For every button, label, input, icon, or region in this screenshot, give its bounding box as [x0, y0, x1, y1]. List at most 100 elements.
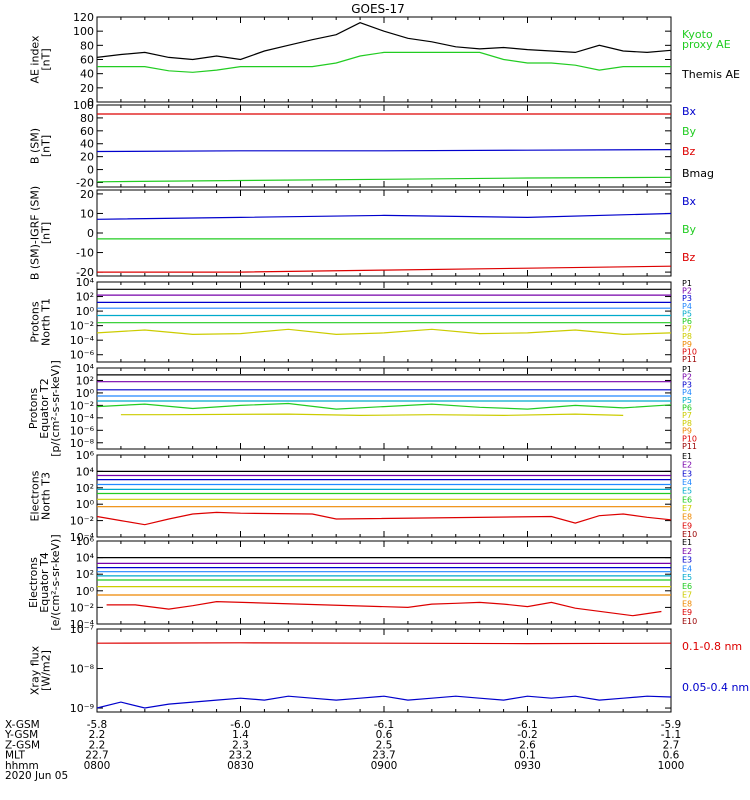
legend-entry: E9 [682, 521, 692, 530]
y-tick-label: 10⁴ [76, 465, 95, 478]
y-axis-label: [nT] [40, 48, 53, 70]
series-themis-ae [96, 22, 672, 61]
y-axis-label: [p/(cm²-s-sr-keV)] [49, 360, 62, 457]
legend-entry: Kyoto [682, 28, 713, 41]
legend-entry: P5 [682, 396, 692, 405]
legend-entry: P9 [682, 427, 692, 436]
y-tick-label: 10⁴ [76, 276, 95, 289]
legend-entry: P8 [682, 332, 692, 341]
legend-entry: P6 [682, 404, 692, 413]
panel-frame [96, 540, 672, 625]
x-row-value: 0830 [227, 760, 254, 772]
y-tick-label: 10² [76, 482, 94, 495]
x-row-value: 0930 [514, 760, 541, 772]
legend-entry: By [682, 223, 697, 236]
chart-title: GOES-17 [351, 2, 405, 16]
y-tick-label: 10⁻⁶ [70, 424, 95, 437]
series-e9 [106, 600, 662, 617]
y-tick-label: -20 [76, 266, 94, 279]
x-row-value: -6.0 [230, 719, 251, 731]
panel-frame [96, 367, 672, 450]
y-axis-label: Electrons [27, 557, 40, 608]
legend-entry: E10 [682, 530, 697, 539]
y-tick-label: 10⁰ [76, 585, 95, 598]
legend-entry: 0.1-0.8 nm [682, 640, 742, 653]
series-0-1-0-8-nm [96, 642, 672, 645]
legend-entry: P1 [682, 365, 692, 374]
y-tick-label: 60 [80, 125, 94, 138]
series-p7 [96, 328, 672, 336]
y-axis-label: Electrons [29, 470, 42, 521]
y-tick-label: 10⁻⁹ [70, 702, 94, 715]
legend-entry: E7 [682, 504, 692, 513]
x-row-value: 2.2 [89, 739, 106, 751]
y-axis-label: B (SM) [29, 128, 42, 164]
x-row-label: MLT [5, 750, 25, 762]
x-row-value: 2.5 [376, 739, 393, 751]
y-tick-label: 10⁻⁴ [70, 531, 95, 544]
y-axis-label: B (SM)-IGRF (SM) [29, 186, 42, 280]
legend-entry: Themis AE [681, 68, 740, 81]
y-tick-label: 10⁰ [76, 387, 95, 400]
x-row-value: -5.8 [87, 719, 108, 731]
y-tick-label: -10 [76, 247, 94, 260]
y-tick-label: 10⁰ [76, 305, 95, 318]
y-tick-label: 10⁰ [76, 498, 95, 511]
legend-entry: P9 [682, 340, 692, 349]
panel-xray: 10⁻⁷ 10⁻⁸ 10⁻⁹ Xray flux[W/m2] 0.1-0.8 nm 0.0… [29, 623, 750, 715]
legend-entry: P8 [682, 419, 692, 428]
y-axis-label: Xray flux [29, 645, 42, 695]
y-tick-label: 10⁻⁸ [70, 663, 95, 676]
legend-entry: P3 [682, 380, 692, 389]
legend-entry: P4 [682, 302, 692, 311]
legend-entry: P2 [682, 287, 692, 296]
series-kyoto-proxy-ae [97, 51, 671, 73]
x-row-value: -6.1 [517, 719, 538, 731]
legend-entry: E7 [682, 591, 692, 600]
legend-entry: P1 [682, 279, 692, 288]
panel-frame [96, 189, 672, 277]
series-bz [97, 265, 672, 273]
legend-entry: Bz [682, 251, 696, 264]
legend-entry: E3 [682, 556, 692, 565]
y-tick-label: 10² [76, 568, 94, 581]
series-by [96, 176, 672, 183]
y-tick-label: 20 [80, 151, 94, 164]
legend-entry: P11 [682, 442, 697, 451]
y-tick-label: 40 [80, 68, 94, 81]
y-tick-label: 10⁻⁶ [70, 349, 95, 362]
x-row-value: -1.1 [661, 729, 682, 741]
y-tick-label: 10⁻⁴ [70, 412, 95, 425]
legend-entry: P6 [682, 317, 692, 326]
legend-entry: P10 [682, 347, 697, 356]
y-tick-label: 60 [80, 54, 94, 67]
series-e9 [96, 511, 672, 526]
x-row-value: 0800 [84, 760, 111, 772]
y-tick-label: 10⁻² [70, 515, 94, 528]
x-row-label: X-GSM [5, 719, 40, 731]
series-bx [96, 149, 672, 153]
x-row-value: 1.4 [232, 729, 249, 741]
legend-entry: E4 [682, 478, 692, 487]
y-tick-label: 10⁴ [76, 552, 95, 565]
legend-entry: P7 [682, 411, 692, 420]
x-row-value: 2.6 [519, 739, 536, 751]
panel-frame [96, 104, 672, 188]
legend-entry: E8 [682, 513, 692, 522]
y-axis-label: Protons [29, 301, 42, 342]
y-tick-label: 10⁻² [70, 320, 94, 333]
y-tick-label: 10⁴ [76, 362, 95, 375]
legend-entry: E5 [682, 487, 692, 496]
legend-entry: E2 [682, 547, 692, 556]
y-axis-label: [nT] [40, 222, 53, 244]
legend-entry: P7 [682, 325, 692, 334]
y-tick-label: 120 [73, 11, 94, 24]
y-tick-label: 40 [80, 138, 94, 151]
x-row-value: -6.1 [374, 719, 395, 731]
y-axis-label: [e/(cm²-s-sr-keV)] [49, 534, 62, 630]
legend-entry: P2 [682, 373, 692, 382]
